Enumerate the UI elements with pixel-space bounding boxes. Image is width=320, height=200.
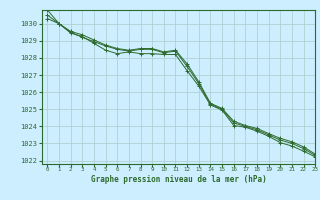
X-axis label: Graphe pression niveau de la mer (hPa): Graphe pression niveau de la mer (hPa) (91, 175, 266, 184)
